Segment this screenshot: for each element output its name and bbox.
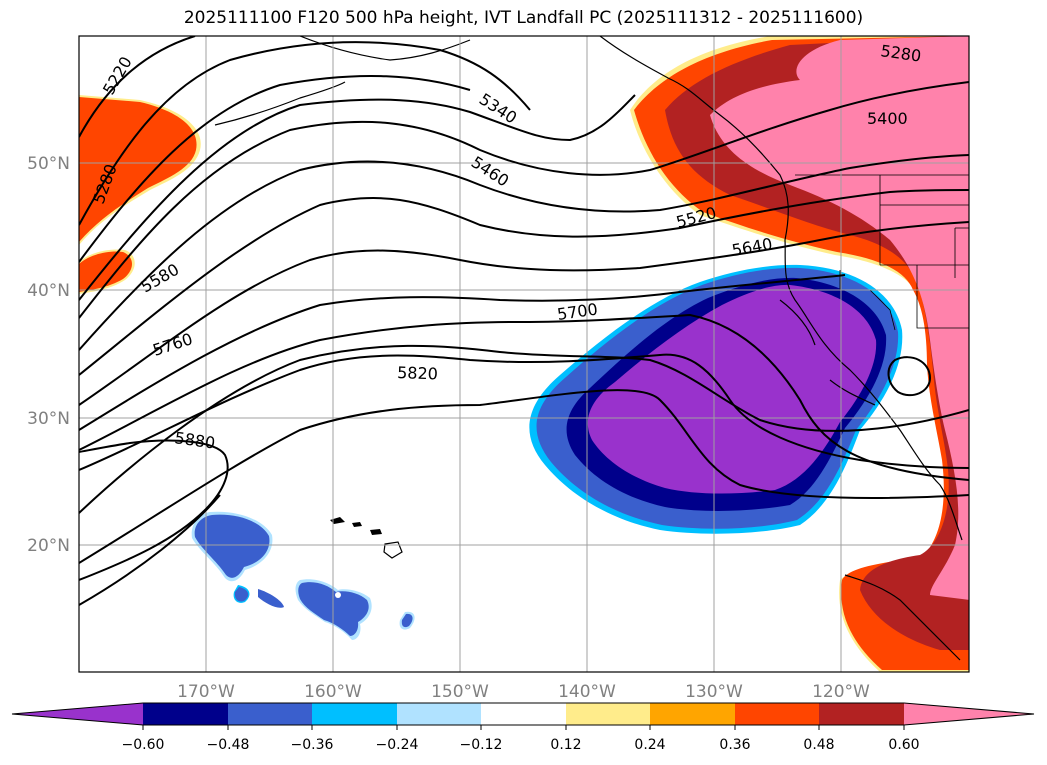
lon-label: 140°W bbox=[558, 682, 616, 702]
colorbar-extend-max bbox=[904, 703, 1034, 725]
colorbar-tick-label: 0.48 bbox=[803, 737, 834, 753]
lat-label: 40°N bbox=[27, 281, 70, 301]
map-title: 2025111100 F120 500 hPa height, IVT Land… bbox=[183, 8, 864, 28]
hawaii-islands bbox=[330, 517, 403, 559]
height-contours bbox=[79, 36, 969, 606]
colorbar-segment bbox=[819, 703, 904, 725]
contour-label: 5820 bbox=[397, 363, 438, 383]
colorbar-tick-label: −0.12 bbox=[460, 737, 503, 753]
lon-label: 170°W bbox=[177, 682, 235, 702]
colorbar-segment bbox=[735, 703, 819, 725]
lat-label: 50°N bbox=[27, 154, 70, 174]
colorbar-tick-label: −0.60 bbox=[122, 737, 165, 753]
colorbar-segment bbox=[566, 703, 650, 725]
colorbar-tick-label: −0.24 bbox=[376, 737, 419, 753]
colorbar-segment bbox=[481, 703, 566, 725]
colorbar-extend-min bbox=[12, 703, 143, 725]
colorbar-tick-label: −0.48 bbox=[207, 737, 250, 753]
colorbar-segment bbox=[312, 703, 397, 725]
colorbar-tick-label: 0.24 bbox=[634, 737, 665, 753]
lon-label: 120°W bbox=[812, 682, 870, 702]
colorbar-tick-label: 0.12 bbox=[550, 737, 581, 753]
latitude-labels: 50°N 40°N 30°N 20°N bbox=[27, 154, 70, 556]
longitude-labels: 170°W 160°W 150°W 140°W 130°W 120°W bbox=[177, 682, 870, 702]
coastlines bbox=[214, 36, 963, 661]
lat-label: 30°N bbox=[27, 409, 70, 429]
positive-ivt-region-northeast bbox=[630, 36, 969, 672]
lon-label: 150°W bbox=[431, 682, 489, 702]
colorbar-tick-label: 0.60 bbox=[888, 737, 919, 753]
colorbar-tick-label: 0.36 bbox=[719, 737, 750, 753]
map-panel: 5220 5280 5340 5460 5520 5580 5640 5700 … bbox=[79, 36, 969, 672]
colorbar-segment bbox=[397, 703, 481, 725]
map-frame bbox=[78, 35, 970, 673]
colorbar: −0.60 −0.48 −0.36 −0.24 −0.12 0.12 0.24 … bbox=[11, 702, 1035, 753]
colorbar-tick-label: −0.36 bbox=[291, 737, 334, 753]
lat-label: 20°N bbox=[27, 536, 70, 556]
colorbar-segment bbox=[143, 703, 228, 725]
lon-label: 160°W bbox=[304, 682, 362, 702]
colorbar-segment bbox=[228, 703, 312, 725]
colorbar-segment bbox=[650, 703, 735, 725]
lon-label: 130°W bbox=[685, 682, 743, 702]
contour-label: 5400 bbox=[867, 109, 908, 128]
